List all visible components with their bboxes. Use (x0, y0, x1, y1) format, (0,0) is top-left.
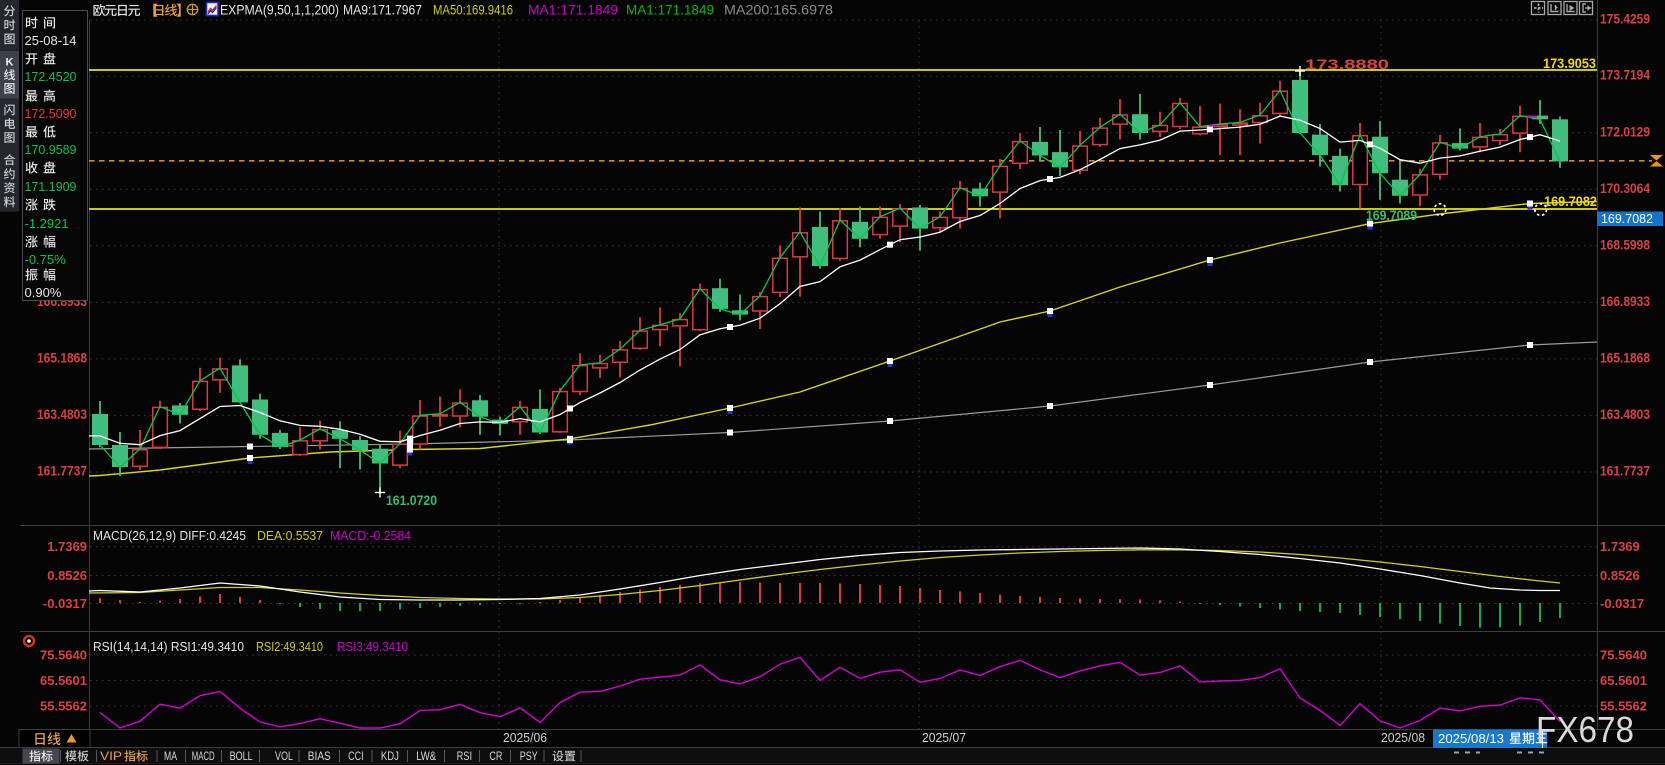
svg-text:168.5998: 168.5998 (1600, 237, 1650, 252)
svg-text:2025/06: 2025/06 (503, 730, 547, 745)
svg-text:2025/08: 2025/08 (1381, 730, 1425, 745)
svg-text:161.7737: 161.7737 (1600, 464, 1650, 479)
svg-text:2025/07: 2025/07 (922, 730, 966, 745)
svg-text:170.3064: 170.3064 (1600, 181, 1650, 196)
svg-text:75.5640: 75.5640 (1600, 648, 1647, 663)
svg-text:173.9053: 173.9053 (1543, 56, 1596, 71)
svg-text:163.4803: 163.4803 (37, 407, 87, 422)
svg-text:55.5562: 55.5562 (1600, 699, 1647, 714)
svg-text:MA1:171.1849: MA1:171.1849 (528, 3, 618, 18)
svg-text:KDJ: KDJ (381, 749, 399, 763)
svg-text:CR: CR (489, 749, 502, 763)
svg-text:65.5601: 65.5601 (1600, 673, 1647, 688)
svg-text:173.7194: 173.7194 (1600, 68, 1650, 83)
svg-text:75.5640: 75.5640 (40, 648, 87, 663)
svg-text:165.1868: 165.1868 (37, 350, 87, 365)
svg-text:172.5090: 172.5090 (25, 106, 77, 121)
svg-text:RSI3:49.3410: RSI3:49.3410 (337, 639, 408, 654)
svg-text:K: K (6, 57, 14, 69)
svg-text:-1.2921: -1.2921 (25, 216, 69, 231)
svg-text:RSI2:49.3410: RSI2:49.3410 (256, 639, 323, 654)
svg-text:-0.0317: -0.0317 (43, 596, 87, 611)
svg-text:PSY: PSY (520, 749, 538, 763)
svg-text:165.1868: 165.1868 (1600, 350, 1650, 365)
svg-text:0.8526: 0.8526 (1600, 568, 1640, 583)
svg-text:161.7737: 161.7737 (37, 464, 87, 479)
svg-text:1.7369: 1.7369 (47, 539, 87, 554)
svg-text:0.8526: 0.8526 (47, 568, 87, 583)
svg-text:0.90%: 0.90% (25, 285, 62, 300)
svg-text:MACD:-0.2584: MACD:-0.2584 (330, 528, 411, 543)
svg-text:MA: MA (164, 749, 177, 763)
svg-text:VOL: VOL (275, 749, 293, 763)
svg-text:RSI(14,14,14) RSI1:49.3410: RSI(14,14,14) RSI1:49.3410 (93, 639, 244, 654)
svg-text:CCI: CCI (348, 749, 364, 763)
svg-text:LW&: LW& (416, 749, 436, 763)
svg-text:EXPMA(9,50,1,1,200): EXPMA(9,50,1,1,200) (220, 3, 339, 18)
svg-text:171.1909: 171.1909 (25, 179, 77, 194)
svg-text:65.5601: 65.5601 (40, 673, 87, 688)
svg-text:MACD(26,12,9) DIFF:0.4245: MACD(26,12,9) DIFF:0.4245 (93, 528, 246, 543)
svg-text:169.7089: 169.7089 (1366, 208, 1417, 223)
svg-text:MA200:165.6978: MA200:165.6978 (724, 3, 833, 18)
svg-text:-0.0317: -0.0317 (1600, 596, 1644, 611)
svg-text:BOLL: BOLL (230, 749, 253, 763)
svg-text:170.9589: 170.9589 (25, 142, 77, 157)
svg-text:172.4520: 172.4520 (25, 69, 77, 84)
svg-text:172.0129: 172.0129 (1600, 124, 1650, 139)
svg-text:166.8933: 166.8933 (1600, 294, 1650, 309)
svg-text:2025/08/13: 2025/08/13 (1438, 731, 1504, 746)
svg-text:BIAS: BIAS (308, 749, 331, 763)
svg-text:DEA:0.5537: DEA:0.5537 (257, 528, 323, 543)
svg-text:1.7369: 1.7369 (1600, 539, 1640, 554)
svg-text:55.5562: 55.5562 (40, 699, 87, 714)
svg-text:163.4803: 163.4803 (1600, 407, 1650, 422)
svg-text:175.4259: 175.4259 (1600, 12, 1650, 27)
svg-text:-0.75%: -0.75% (25, 252, 67, 267)
svg-text:MA1:171.1849: MA1:171.1849 (626, 3, 714, 18)
svg-text:161.0720: 161.0720 (386, 493, 437, 508)
svg-text:RSI: RSI (457, 749, 473, 763)
svg-text:MA9:171.7967: MA9:171.7967 (343, 3, 422, 18)
svg-text:173.8880: 173.8880 (1305, 57, 1389, 72)
svg-text:MA50:169.9416: MA50:169.9416 (433, 3, 513, 18)
svg-text:VIP: VIP (100, 749, 122, 763)
svg-text:FX678: FX678 (1536, 709, 1634, 750)
svg-text:25-08-14: 25-08-14 (25, 33, 77, 48)
svg-text:169.7082: 169.7082 (1601, 211, 1653, 226)
svg-text:MACD: MACD (192, 749, 215, 763)
svg-text:169.7082: 169.7082 (1544, 194, 1597, 209)
